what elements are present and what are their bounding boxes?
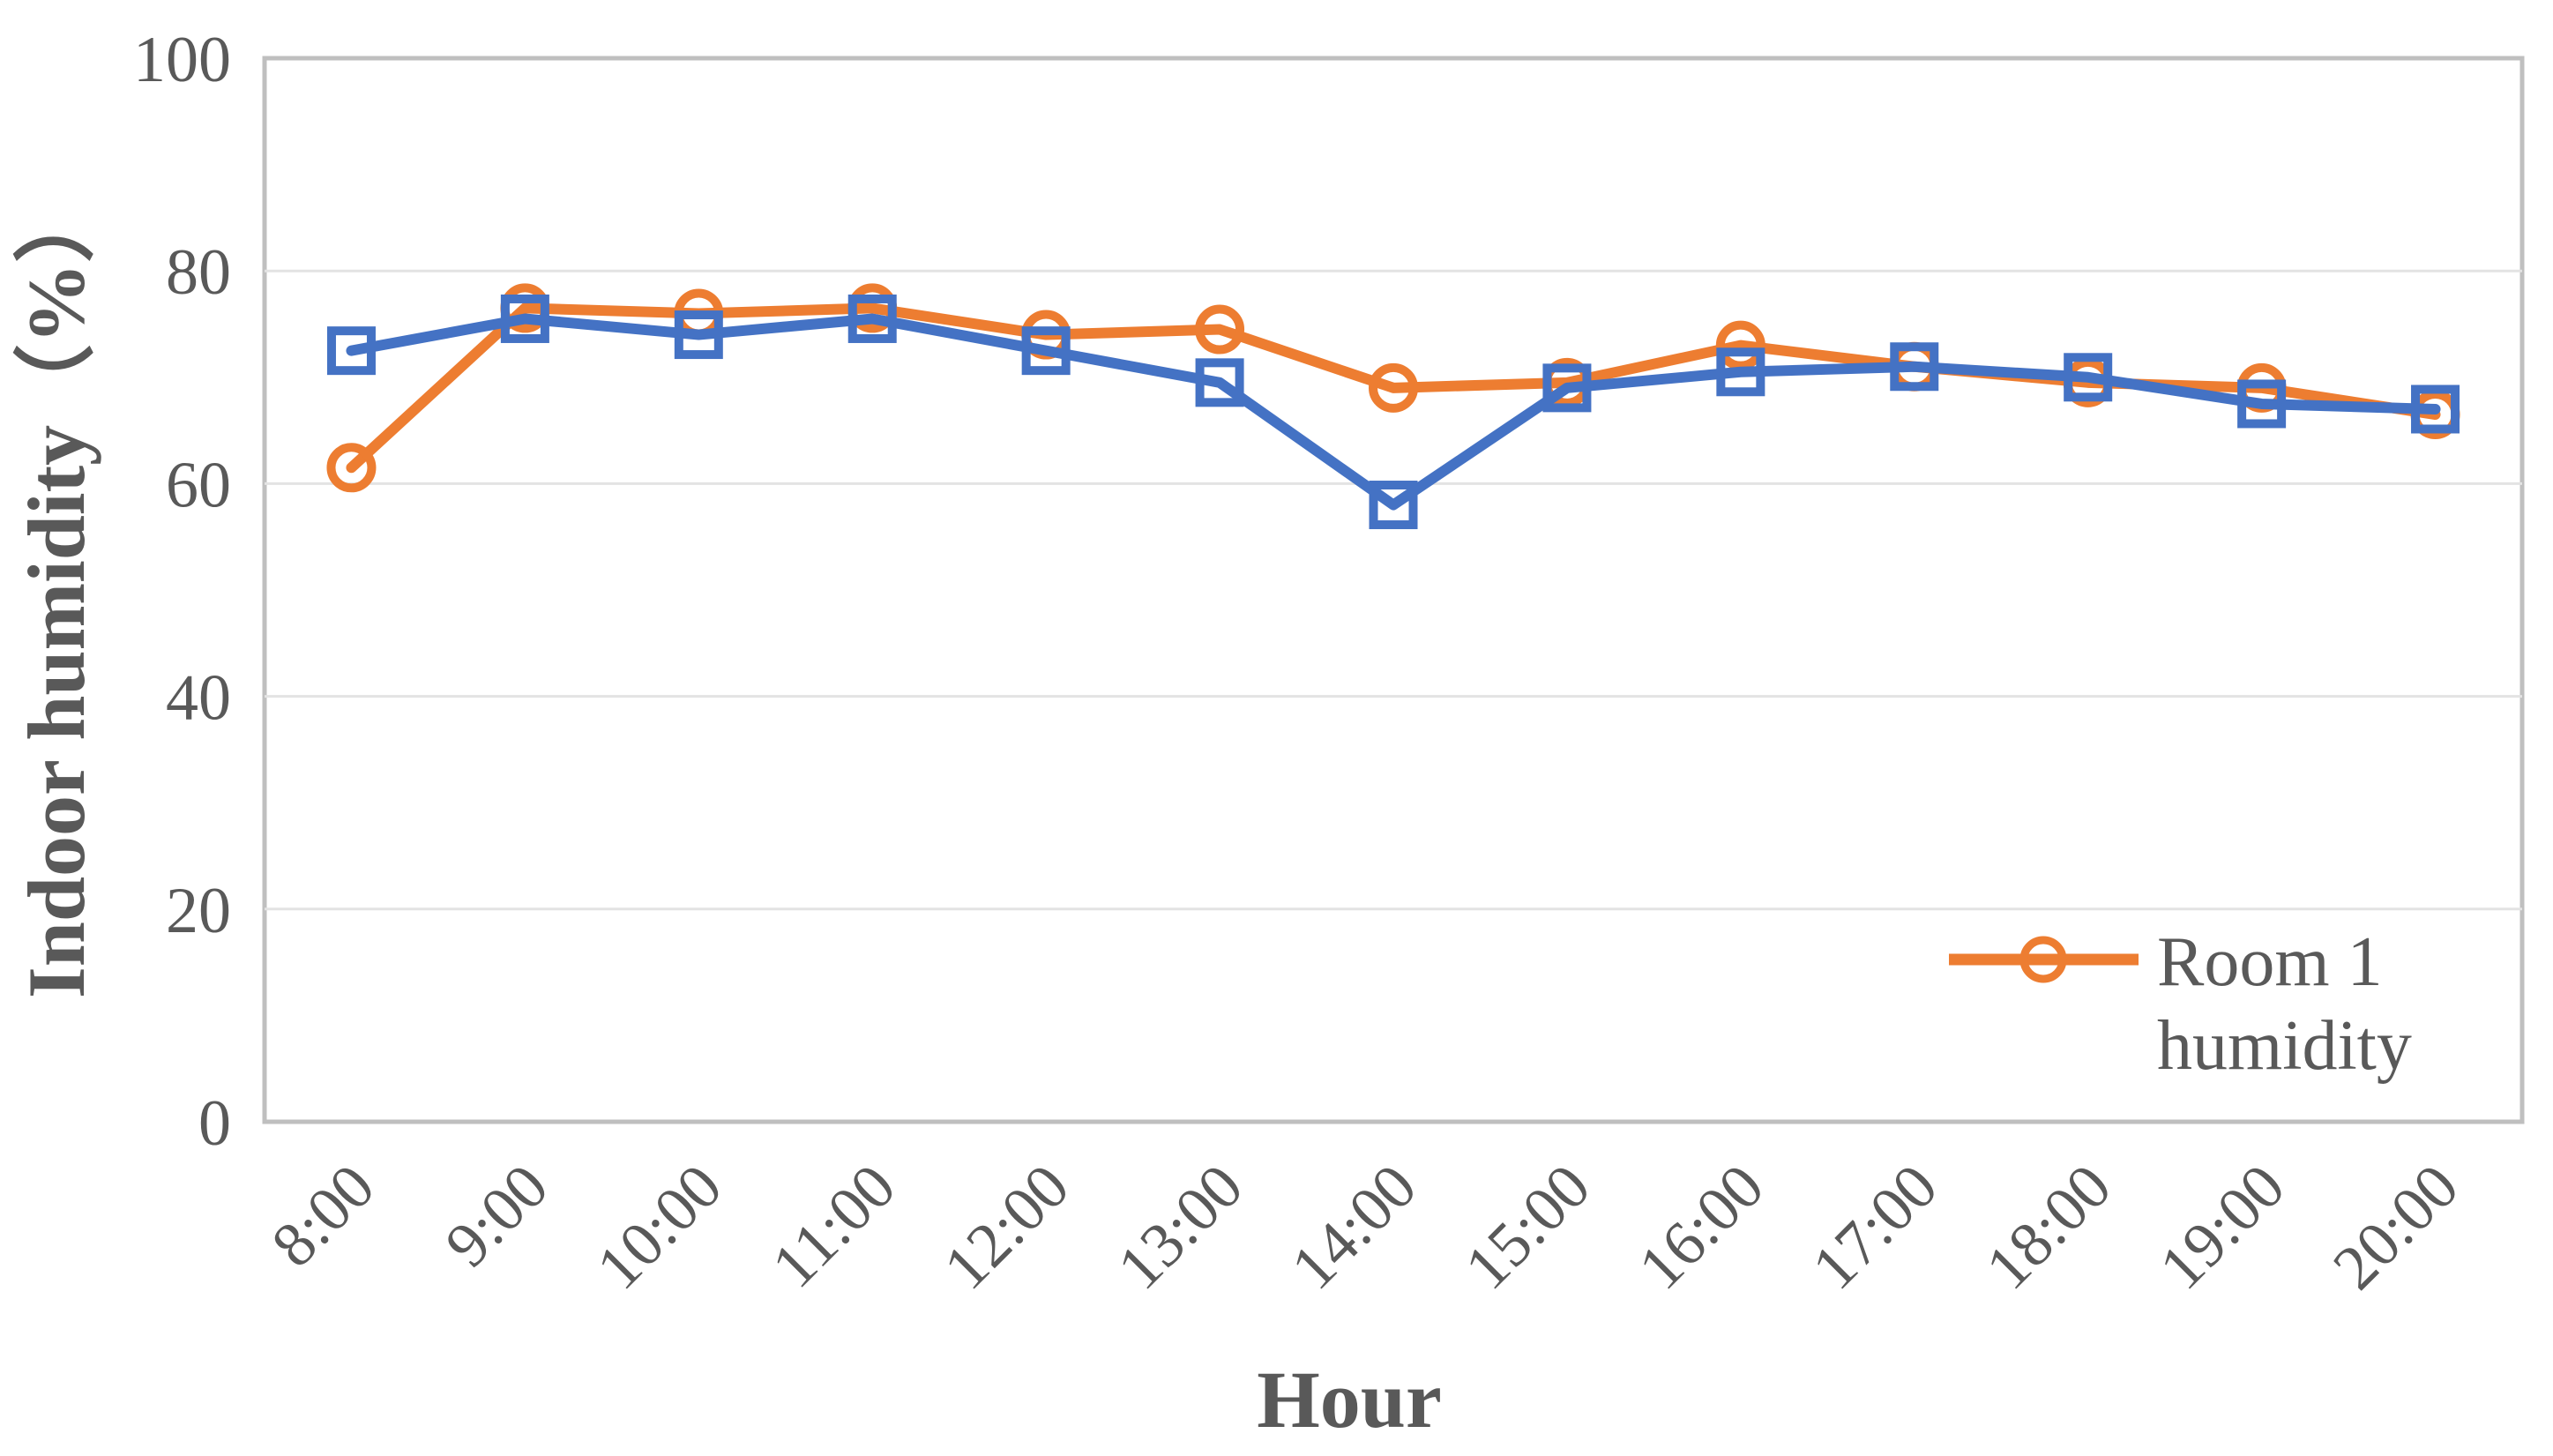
series-1-marker-square: [847, 294, 897, 343]
y-tick-label: 80: [166, 236, 231, 309]
x-tick-label: 9:00: [432, 1151, 562, 1281]
x-tick-label: 19:00: [2146, 1151, 2298, 1303]
x-tick-label: 14:00: [1278, 1151, 1430, 1303]
y-tick-label: 20: [166, 875, 231, 947]
legend-label: humidity: [2157, 1007, 2412, 1085]
plot-area: [262, 56, 2525, 1124]
x-tick-label: 18:00: [1972, 1151, 2124, 1303]
series-0-marker-circle: [1195, 304, 1245, 355]
series-1-marker-square: [1542, 363, 1592, 413]
series-1-marker-square: [500, 294, 549, 343]
legend-marker-circle: [2019, 936, 2067, 983]
x-tick-label: 8:00: [258, 1151, 388, 1281]
series-1-marker-square: [2237, 379, 2287, 429]
series-0-marker-circle: [326, 443, 377, 493]
x-tick-label: 10:00: [583, 1151, 735, 1303]
series-1-marker-square: [1195, 358, 1244, 407]
x-tick-label: 12:00: [930, 1151, 1083, 1303]
legend-label: Room 1: [2157, 923, 2383, 1001]
x-tick-label: 17:00: [1799, 1151, 1952, 1303]
x-tick-label: 20:00: [2319, 1151, 2472, 1303]
y-tick-label: 40: [166, 662, 231, 735]
series-1-marker-square: [1369, 481, 1418, 530]
x-tick-label: 11:00: [758, 1151, 909, 1302]
series-1-marker-square: [2064, 353, 2113, 402]
series-1-line: [346, 313, 2441, 511]
series-1-marker-square: [1890, 342, 1939, 392]
x-axis-title: Hour: [1257, 1355, 1442, 1445]
series-0-marker-circle: [1715, 320, 1765, 370]
series-1-marker-square: [674, 310, 723, 360]
series-1-marker-square: [2411, 385, 2460, 434]
y-tick-label: 0: [198, 1087, 231, 1160]
y-tick-label: 60: [166, 449, 231, 521]
x-tick-label: 13:00: [1104, 1151, 1257, 1303]
series-1-marker-square: [1021, 326, 1071, 376]
y-axis-title: Indoor humidity（%）: [11, 182, 101, 998]
x-tick-label: 15:00: [1452, 1151, 1604, 1303]
series-0-marker-circle: [1369, 362, 1418, 413]
series-1-marker-square: [326, 326, 376, 376]
y-tick-label: 100: [133, 24, 231, 96]
series-1-marker-square: [1716, 347, 1765, 397]
x-tick-label: 16:00: [1625, 1151, 1778, 1303]
